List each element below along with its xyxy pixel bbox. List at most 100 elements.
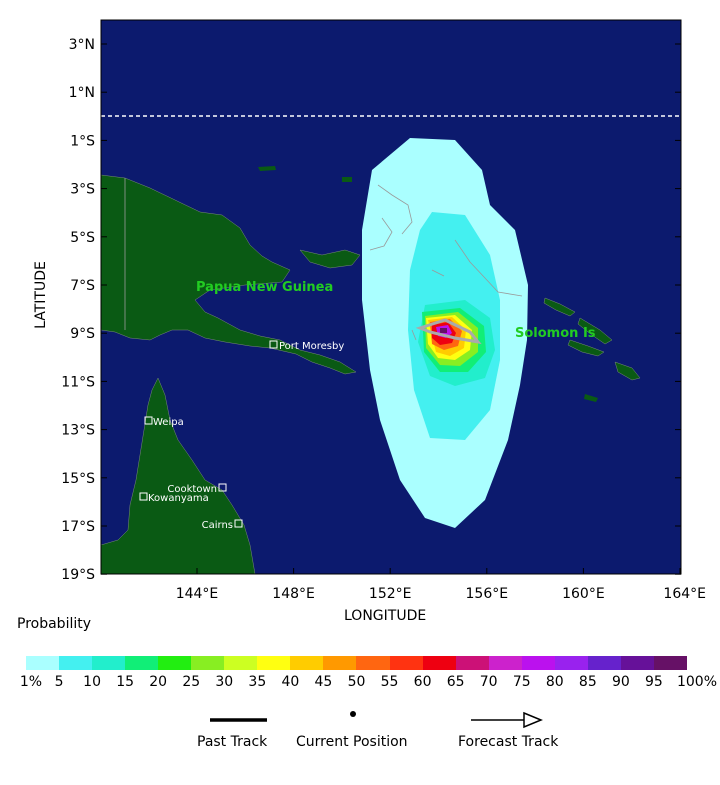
colorbar-swatch	[521, 656, 555, 670]
probability-colorbar-labels: 1% 5 10 15 20 25 30 35 40 45 50 55 60 65 70 75 80 85 90 95 1…	[0, 674, 720, 694]
colorbar-swatch	[323, 656, 357, 670]
colorbar-label: 80	[545, 674, 564, 690]
colorbar-label: 25	[182, 674, 201, 690]
city-label-weipa: Weipa	[153, 417, 184, 428]
colorbar-swatch	[257, 656, 291, 670]
probability-map: 3°N 1°N 1°S 3°S 5°S 7°S 9°S 11°S 13°S 15°S 17°S 19°…	[33, 19, 706, 624]
lat-tick-label: 1°S	[70, 133, 95, 149]
solomon-island-2	[577, 317, 613, 345]
colorbar-swatch	[389, 656, 423, 670]
region-label-solomon-is: Solomon Is	[515, 326, 596, 341]
australia-landmass	[101, 377, 256, 574]
colorbar-swatch	[554, 656, 588, 670]
solomon-island-3	[567, 339, 605, 357]
lat-tick-label: 9°S	[70, 326, 95, 342]
region-label-papua-new-guinea: Papua New Guinea	[196, 280, 333, 295]
lat-tick-label: 19°S	[61, 567, 95, 583]
new-guinea-landmass	[101, 174, 357, 375]
colorbar-swatch	[158, 656, 192, 670]
colorbar-label: 85	[578, 674, 597, 690]
lat-tick-label: 13°S	[61, 423, 95, 439]
latitude-ticks: 3°N 1°N 1°S 3°S 5°S 7°S 9°S 11°S 13°S 15°S 17°S 19°…	[61, 37, 681, 583]
colorbar-swatch	[125, 656, 159, 670]
probability-contour-95pct	[440, 328, 447, 333]
colorbar-swatch	[290, 656, 324, 670]
colorbar-label: 50	[347, 674, 366, 690]
colorbar-label: 30	[215, 674, 234, 690]
colorbar-label: 5	[54, 674, 64, 690]
past-track-line-icon	[210, 718, 267, 722]
legend-current-position-label: Current Position	[296, 734, 408, 750]
solomon-island-1	[543, 297, 576, 317]
forecast-track-arrow-icon	[471, 711, 543, 729]
city-label-kowanyama: Kowanyama	[148, 493, 209, 504]
colorbar-label: 15	[116, 674, 135, 690]
lat-tick-label: 7°S	[70, 278, 95, 294]
colorbar-label: 100%	[676, 674, 718, 690]
city-label-port-moresby: Port Moresby	[279, 341, 344, 352]
colorbar-label: 1%	[19, 674, 43, 690]
lon-tick-label: 148°E	[272, 586, 315, 600]
current-position-dot-icon	[350, 711, 356, 717]
legend-forecast-track-label: Forecast Track	[458, 734, 559, 750]
map-border	[100, 19, 682, 575]
longitude-ticks: 144°E 148°E 152°E 156°E 160°E 164°E	[176, 568, 706, 600]
coastline-outline	[369, 184, 523, 341]
colorbar-label: 90	[611, 674, 630, 690]
colorbar-swatch	[356, 656, 390, 670]
city-marker-weipa	[144, 416, 153, 425]
map-content	[101, 115, 681, 574]
lat-tick-label: 11°S	[61, 374, 95, 390]
x-axis-label: LONGITUDE	[344, 608, 427, 624]
colorbar-swatch	[92, 656, 126, 670]
lat-tick-label: 17°S	[61, 519, 95, 535]
city-label-cooktown: Cooktown	[167, 484, 217, 495]
probability-colorbar	[26, 656, 687, 670]
lat-tick-label: 3°N	[69, 37, 95, 53]
colorbar-swatch	[191, 656, 225, 670]
colorbar-label: 35	[248, 674, 267, 690]
colorbar-label: 95	[645, 674, 663, 690]
colorbar-label: 65	[446, 674, 465, 690]
small-island	[342, 177, 352, 182]
colorbar-swatch	[455, 656, 489, 670]
colorbar-swatch	[224, 656, 258, 670]
lat-tick-label: 3°S	[70, 182, 95, 198]
colorbar-label: 60	[413, 674, 432, 690]
colorbar-swatch	[26, 656, 60, 670]
lon-tick-label: 164°E	[663, 586, 706, 600]
colorbar-label: 40	[281, 674, 300, 690]
manus-island	[258, 166, 276, 171]
colorbar-label: 75	[512, 674, 531, 690]
colorbar-swatch	[587, 656, 621, 670]
city-marker-cooktown	[218, 483, 227, 492]
new-britain-island	[299, 249, 361, 269]
lon-tick-label: 160°E	[562, 586, 605, 600]
city-marker-port-moresby	[269, 340, 278, 349]
solomon-island-4	[614, 361, 641, 381]
lat-tick-label: 1°N	[69, 85, 95, 101]
lat-tick-label: 5°S	[70, 230, 95, 246]
colorbar-label: 45	[314, 674, 333, 690]
lon-tick-label: 144°E	[176, 586, 219, 600]
lon-tick-label: 152°E	[369, 586, 412, 600]
colorbar-swatch	[59, 656, 93, 670]
city-marker-kowanyama	[139, 492, 148, 501]
city-label-cairns: Cairns	[202, 520, 233, 531]
colorbar-label: 55	[380, 674, 399, 690]
colorbar-swatch	[422, 656, 456, 670]
colorbar-swatch	[620, 656, 654, 670]
y-axis-label: LATITUDE	[33, 261, 49, 329]
legend-past-track-label: Past Track	[197, 734, 268, 750]
colorbar-label: 70	[479, 674, 498, 690]
colorbar-swatch	[488, 656, 522, 670]
lat-tick-label: 15°S	[61, 471, 95, 487]
probability-legend-title: Probability	[17, 616, 92, 632]
colorbar-label: 10	[83, 674, 102, 690]
lon-tick-label: 156°E	[466, 586, 509, 600]
storm-current-area-gray	[415, 318, 482, 345]
city-marker-cairns	[234, 519, 243, 528]
map-canvas: 3°N 1°N 1°S 3°S 5°S 7°S 9°S 11°S 13°S 15°S 17°S 19°…	[61, 19, 706, 600]
solomon-island-5	[584, 394, 598, 402]
colorbar-label: 20	[149, 674, 168, 690]
